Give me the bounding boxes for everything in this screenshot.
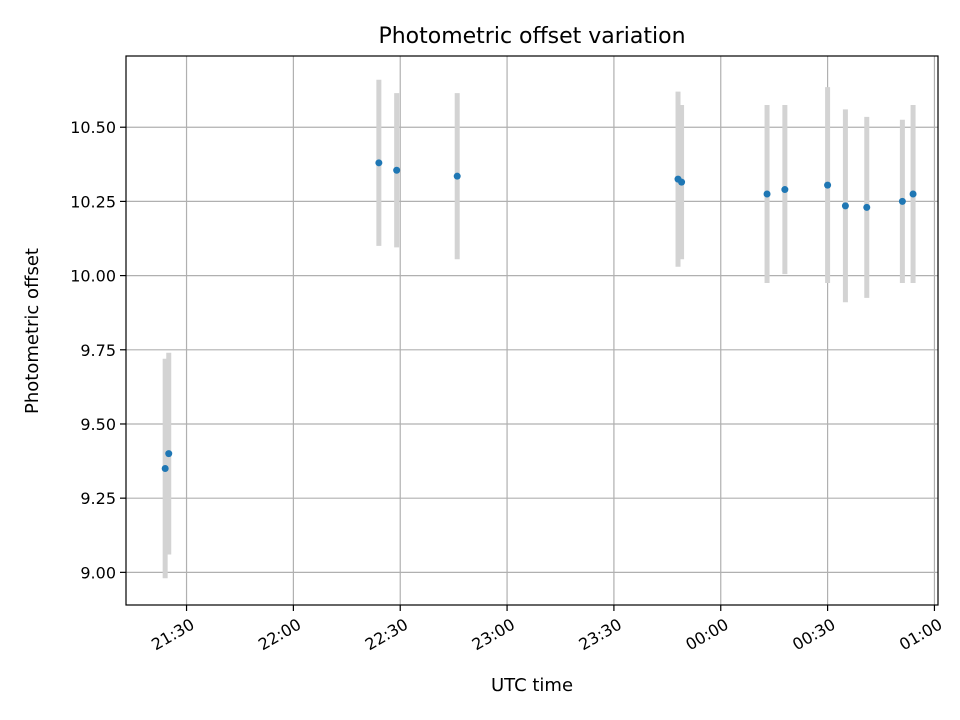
data-point bbox=[898, 197, 906, 205]
data-point bbox=[161, 464, 169, 472]
data-point bbox=[375, 159, 383, 167]
y-tick-label: 10.25 bbox=[70, 192, 116, 211]
chart-title: Photometric offset variation bbox=[378, 24, 685, 49]
data-point bbox=[781, 186, 789, 194]
data-points bbox=[161, 159, 917, 472]
data-point bbox=[453, 172, 461, 180]
y-axis-ticks: 9.00 9.25 9.50 9.75 10.00 10.25 10.50 bbox=[70, 118, 126, 582]
y-tick-label: 10.50 bbox=[70, 118, 116, 137]
data-point bbox=[824, 181, 832, 189]
data-point bbox=[678, 178, 686, 186]
data-point bbox=[909, 190, 917, 198]
data-point bbox=[165, 450, 173, 458]
plot-frame bbox=[125, 55, 939, 606]
y-axis-label: Photometric offset bbox=[22, 248, 43, 414]
grid bbox=[126, 56, 938, 605]
data-point bbox=[393, 166, 401, 174]
y-tick-label: 10.00 bbox=[70, 267, 116, 286]
y-tick-label: 9.25 bbox=[80, 489, 116, 508]
data-point bbox=[763, 190, 771, 198]
y-tick-label: 9.75 bbox=[80, 341, 116, 360]
data-point bbox=[841, 202, 849, 210]
y-tick-label: 9.50 bbox=[80, 415, 116, 434]
y-tick-label: 9.00 bbox=[80, 563, 116, 582]
x-axis-label: UTC time bbox=[491, 675, 573, 696]
data-point bbox=[863, 203, 871, 211]
